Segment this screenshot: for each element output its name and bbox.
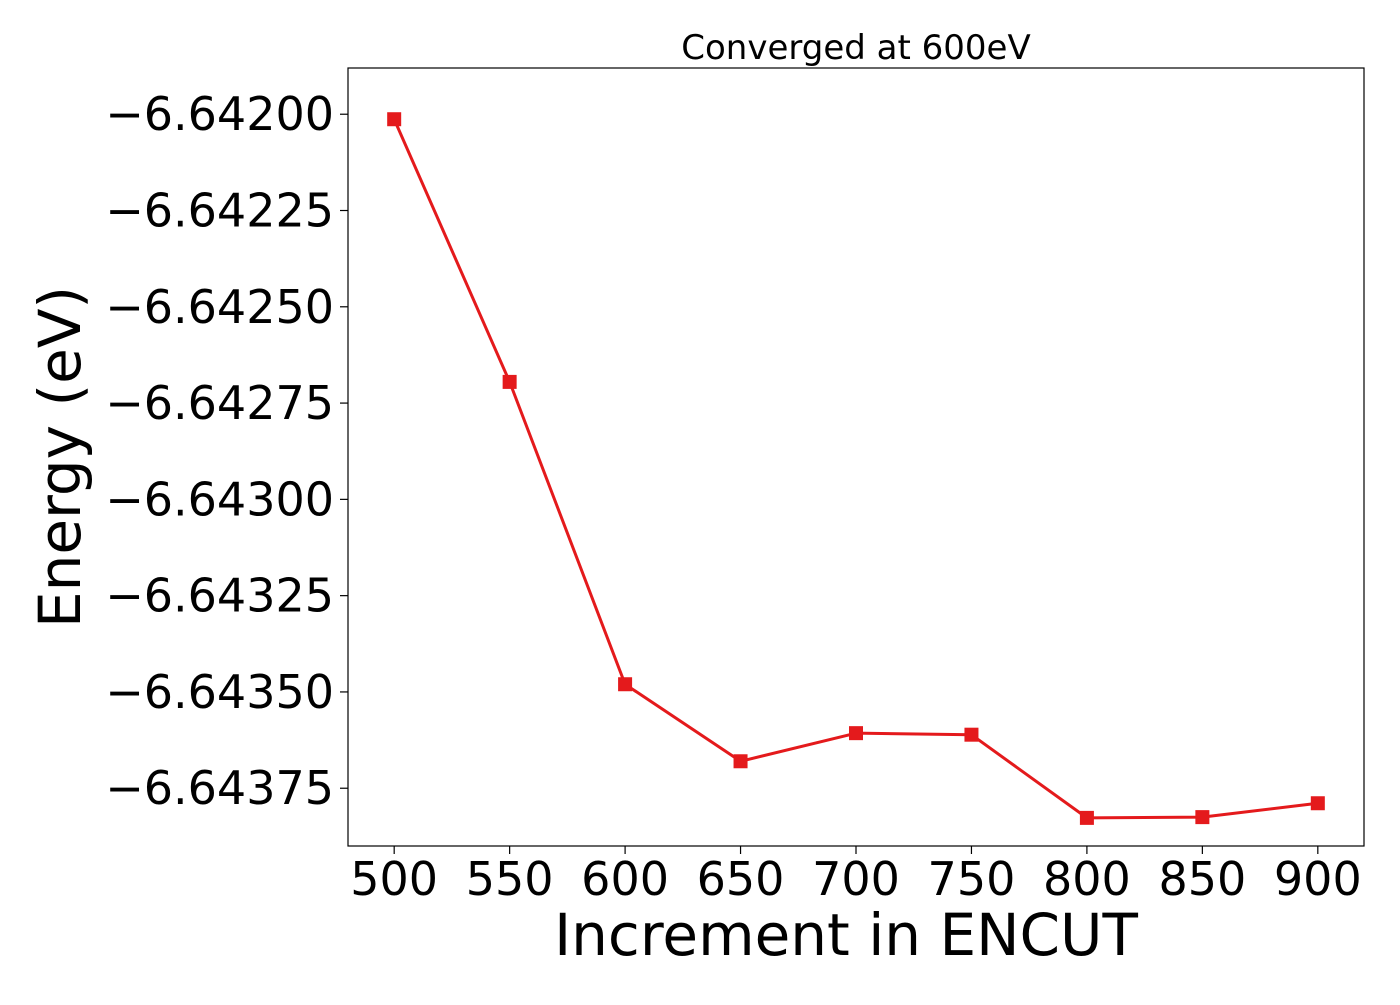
data-point-marker [849, 726, 863, 741]
x-axis: 500 550 600 650 700 750 800 850 900 [350, 846, 1362, 906]
data-point-marker [964, 727, 979, 742]
y-tick-label: −6.64250 [105, 280, 334, 334]
y-tick-label: −6.64200 [105, 87, 334, 141]
data-point-marker [1195, 810, 1210, 825]
x-tick-label: 900 [1274, 852, 1362, 906]
x-tick-label: 700 [812, 852, 900, 906]
y-axis: −6.64200 −6.64225 −6.64250 −6.64275 −6.64300… [105, 87, 348, 815]
data-point-marker [1079, 810, 1094, 825]
x-tick-label: 550 [466, 852, 554, 906]
data-point-marker [387, 112, 402, 127]
y-tick-label: −6.64300 [105, 472, 334, 526]
x-tick-label: 600 [581, 852, 669, 906]
y-tick-label: −6.64350 [105, 665, 334, 719]
y-tick-label: −6.64375 [105, 761, 334, 815]
data-point-marker [502, 374, 517, 389]
data-point-marker [1310, 796, 1325, 811]
y-tick-label: −6.64225 [105, 184, 334, 238]
x-axis-label: Increment in ENCUT [554, 901, 1138, 969]
chart-title: Converged at 600eV [681, 28, 1030, 68]
x-tick-label: 850 [1158, 852, 1246, 906]
y-tick-label: −6.64325 [105, 569, 334, 623]
series-line [392, 118, 1318, 820]
data-point-marker [733, 754, 748, 769]
x-tick-label: 500 [350, 852, 438, 906]
y-axis-label: Energy (eV) [26, 286, 94, 628]
series-layer [387, 112, 1325, 825]
x-tick-label: 650 [697, 852, 785, 906]
x-tick-label: 800 [1043, 852, 1131, 906]
y-tick-label: −6.64275 [105, 376, 334, 430]
x-tick-label: 750 [928, 852, 1016, 906]
data-point-marker [618, 677, 633, 692]
